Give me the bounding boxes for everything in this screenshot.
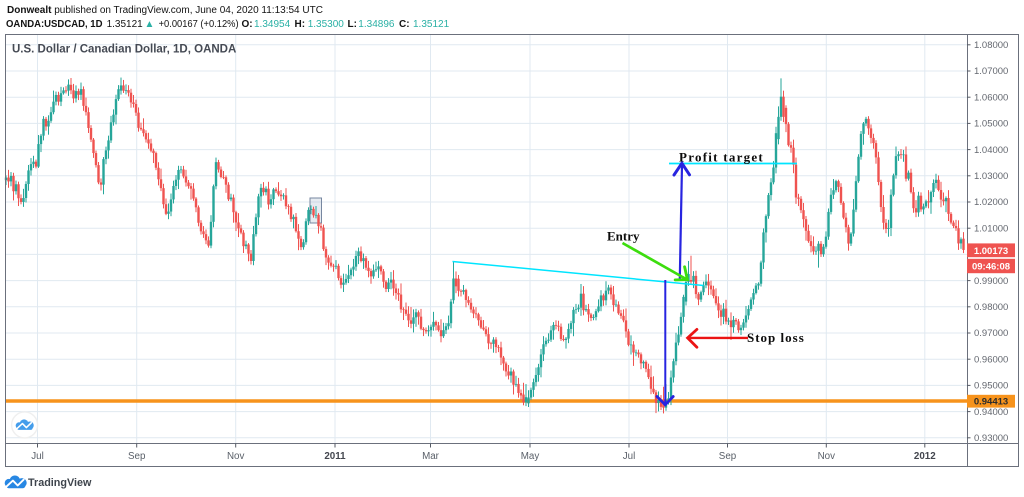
svg-text:1.35300: 1.35300 — [308, 19, 345, 30]
svg-text:1.35121: 1.35121 — [107, 19, 144, 30]
svg-text:▲: ▲ — [145, 19, 155, 30]
svg-text:1.03000: 1.03000 — [974, 171, 1008, 182]
svg-text:Jul: Jul — [623, 451, 636, 462]
svg-text:H:: H: — [295, 19, 306, 30]
svg-text:Donwealt published on TradingV: Donwealt published on TradingView.com, J… — [7, 5, 323, 16]
svg-text:Nov: Nov — [818, 451, 836, 462]
svg-text:L:: L: — [348, 19, 357, 30]
svg-text:1.07000: 1.07000 — [974, 66, 1008, 77]
svg-text:1.34954: 1.34954 — [254, 19, 291, 30]
svg-text:2012: 2012 — [914, 451, 936, 462]
svg-text:1.08000: 1.08000 — [974, 40, 1008, 51]
svg-text:0.99000: 0.99000 — [974, 276, 1008, 287]
svg-text:O:: O: — [242, 19, 253, 30]
svg-text:0.93000: 0.93000 — [974, 433, 1008, 444]
svg-text:2011: 2011 — [324, 451, 346, 462]
svg-text:1.02000: 1.02000 — [974, 197, 1008, 208]
svg-text:OANDA:USDCAD, 1D: OANDA:USDCAD, 1D — [6, 19, 103, 30]
svg-text:Entry: Entry — [607, 229, 640, 244]
svg-text:0.98000: 0.98000 — [974, 302, 1008, 313]
svg-text:0.95000: 0.95000 — [974, 381, 1008, 392]
svg-text:Sep: Sep — [128, 451, 146, 462]
svg-text:Mar: Mar — [422, 451, 440, 462]
svg-text:1.06000: 1.06000 — [974, 92, 1008, 103]
svg-text:May: May — [521, 451, 540, 462]
svg-text:0.97000: 0.97000 — [974, 328, 1008, 339]
svg-text:C:: C: — [399, 19, 410, 30]
svg-text:1.01000: 1.01000 — [974, 223, 1008, 234]
svg-text:0.96000: 0.96000 — [974, 354, 1008, 365]
svg-text:0.94413: 0.94413 — [974, 397, 1008, 408]
svg-text:Profit target: Profit target — [679, 150, 764, 165]
svg-text:1.04000: 1.04000 — [974, 145, 1008, 156]
svg-text:1.00173: 1.00173 — [974, 246, 1008, 257]
svg-text:+0.00167 (+0.12%): +0.00167 (+0.12%) — [159, 19, 239, 30]
svg-text:0.94000: 0.94000 — [974, 407, 1008, 418]
svg-text:Stop loss: Stop loss — [747, 330, 805, 345]
svg-text:U.S. Dollar / Canadian Dollar,: U.S. Dollar / Canadian Dollar, 1D, OANDA — [12, 44, 236, 56]
svg-text:1.34896: 1.34896 — [358, 19, 395, 30]
svg-text:09:46:08: 09:46:08 — [972, 262, 1010, 273]
svg-text:Sep: Sep — [719, 451, 737, 462]
svg-text:Nov: Nov — [227, 451, 245, 462]
svg-text:1.35121: 1.35121 — [413, 19, 450, 30]
svg-text:TradingView: TradingView — [28, 477, 92, 489]
svg-text:1.05000: 1.05000 — [974, 119, 1008, 130]
svg-text:Jul: Jul — [31, 451, 44, 462]
